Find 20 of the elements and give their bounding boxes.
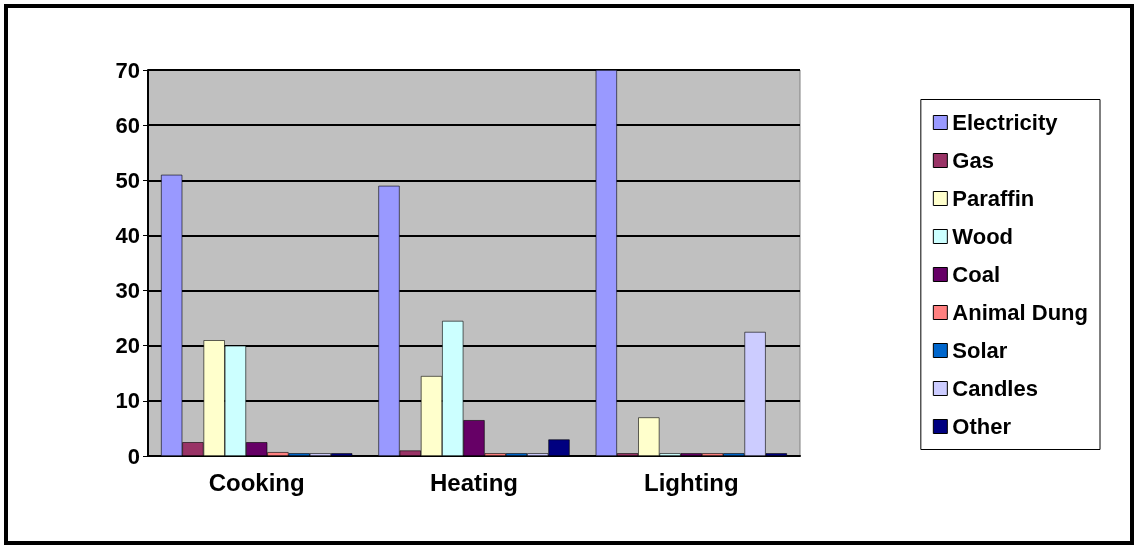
y-tick-label: 70 xyxy=(115,57,140,83)
legend-label: Electricity xyxy=(952,110,1059,135)
legend-label: Wood xyxy=(952,224,1014,249)
legend-label: Gas xyxy=(952,148,994,173)
x-tick-label: Lighting xyxy=(644,468,739,496)
legend-label: Paraffin xyxy=(952,186,1035,211)
legend-label: Other xyxy=(952,414,1012,439)
legend-label: Coal xyxy=(952,262,1001,287)
y-tick-label: 50 xyxy=(115,167,140,193)
y-tick-label: 60 xyxy=(115,112,140,138)
y-tick-label: 10 xyxy=(115,388,140,414)
y-tick-label: 40 xyxy=(115,222,140,248)
x-tick-label: Heating xyxy=(429,468,519,496)
legend-label: Candles xyxy=(952,376,1038,401)
legend-label: Solar xyxy=(952,338,1008,363)
y-tick-label: 20 xyxy=(115,333,140,359)
y-tick-label: 30 xyxy=(115,278,140,304)
legend-label: Animal Dung xyxy=(952,300,1089,325)
x-tick-label: Cooking xyxy=(208,468,305,496)
y-tick-label: 0 xyxy=(127,443,140,469)
